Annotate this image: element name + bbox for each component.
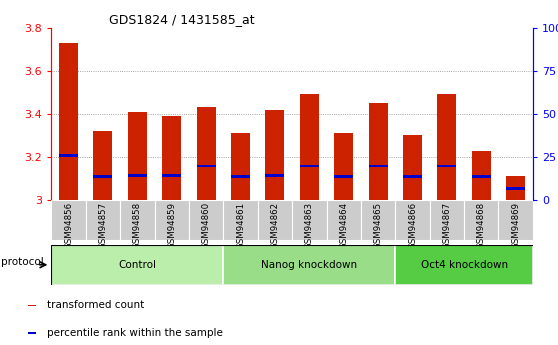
Bar — [472, 175, 490, 178]
Text: protocol: protocol — [1, 257, 44, 267]
Bar — [334, 175, 353, 178]
Text: Control: Control — [118, 260, 156, 270]
Text: GSM94863: GSM94863 — [305, 202, 314, 249]
Bar — [437, 95, 456, 200]
Bar — [300, 95, 319, 200]
Bar — [223, 200, 258, 240]
Text: GSM94864: GSM94864 — [339, 202, 348, 249]
Text: Oct4 knockdown: Oct4 knockdown — [421, 260, 508, 270]
Bar — [506, 176, 525, 200]
Bar — [94, 175, 112, 178]
Bar — [266, 110, 285, 200]
Bar — [94, 131, 112, 200]
Bar — [231, 133, 250, 200]
Bar — [300, 165, 319, 167]
Text: transformed count: transformed count — [47, 300, 144, 310]
Bar — [196, 107, 215, 200]
Bar — [51, 245, 223, 285]
Text: GSM94859: GSM94859 — [167, 202, 176, 249]
Bar — [464, 200, 498, 240]
Text: GSM94869: GSM94869 — [511, 202, 520, 249]
Bar — [120, 200, 155, 240]
Bar — [231, 175, 250, 178]
Bar — [27, 332, 36, 334]
Bar — [292, 200, 326, 240]
Text: GSM94858: GSM94858 — [133, 202, 142, 249]
Text: GSM94867: GSM94867 — [442, 202, 451, 249]
Bar — [395, 245, 533, 285]
Text: GSM94868: GSM94868 — [477, 202, 486, 249]
Bar — [155, 200, 189, 240]
Bar — [266, 174, 285, 177]
Bar — [369, 103, 388, 200]
Text: GSM94862: GSM94862 — [271, 202, 280, 249]
Bar — [334, 133, 353, 200]
Bar — [59, 155, 78, 157]
Text: Nanog knockdown: Nanog knockdown — [261, 260, 357, 270]
Bar — [258, 200, 292, 240]
Bar — [430, 200, 464, 240]
Text: percentile rank within the sample: percentile rank within the sample — [47, 328, 223, 338]
Text: GSM94857: GSM94857 — [98, 202, 108, 249]
Text: GSM94866: GSM94866 — [408, 202, 417, 249]
Bar — [395, 200, 430, 240]
Bar — [86, 200, 120, 240]
Bar — [369, 165, 388, 167]
Bar — [223, 245, 395, 285]
Bar — [128, 174, 147, 177]
Bar — [326, 200, 361, 240]
Text: GSM94865: GSM94865 — [374, 202, 383, 249]
Bar — [361, 200, 395, 240]
Bar — [196, 165, 215, 167]
Bar — [506, 187, 525, 190]
Bar — [128, 112, 147, 200]
Bar — [59, 43, 78, 200]
Bar — [27, 305, 36, 306]
Bar — [189, 200, 223, 240]
Bar — [437, 165, 456, 167]
Bar — [51, 200, 86, 240]
Text: GSM94856: GSM94856 — [64, 202, 73, 249]
Bar — [403, 175, 422, 178]
Text: GSM94861: GSM94861 — [236, 202, 245, 249]
Bar — [472, 150, 490, 200]
Bar — [162, 174, 181, 177]
Text: GSM94860: GSM94860 — [201, 202, 210, 249]
Bar — [403, 136, 422, 200]
Bar — [162, 116, 181, 200]
Bar — [498, 200, 533, 240]
Text: GDS1824 / 1431585_at: GDS1824 / 1431585_at — [109, 13, 255, 27]
